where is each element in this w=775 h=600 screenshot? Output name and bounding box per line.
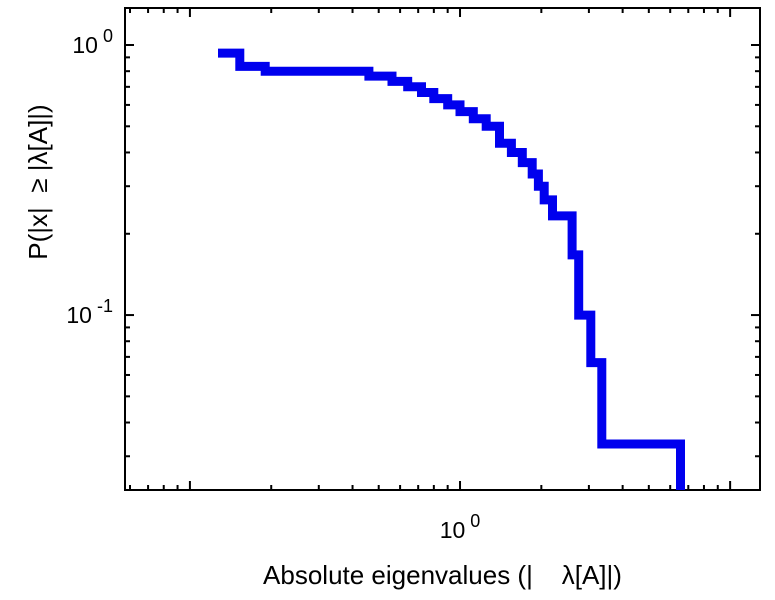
svg-text:10 0: 10 0 xyxy=(440,511,481,543)
y-axis-label: P(|x| ≥ |λ[A]|) xyxy=(23,104,53,260)
plot-border xyxy=(124,7,761,491)
axis-tick-labels: 10 0 10 -1 10 0 xyxy=(66,26,480,543)
axis-ticks xyxy=(125,8,760,490)
x-axis-label: Absolute eigenvalues (| λ[A]|) xyxy=(263,560,622,590)
svg-text:10 0: 10 0 xyxy=(72,26,113,58)
ccdf-step-line xyxy=(218,48,685,490)
svg-text:10 -1: 10 -1 xyxy=(66,296,113,328)
